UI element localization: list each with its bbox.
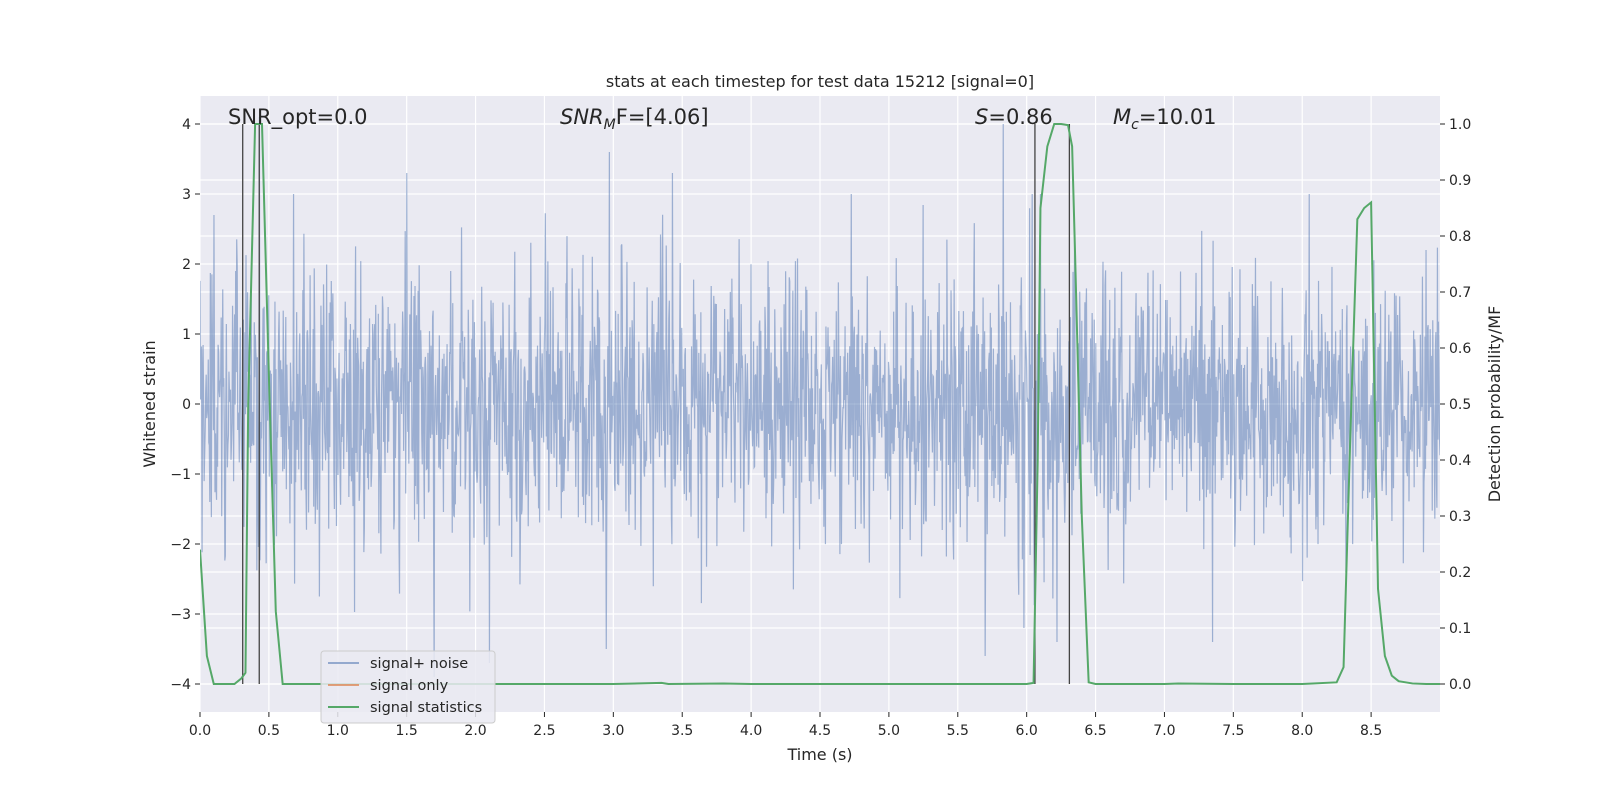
annotation-snr-mf: SNRMF=[4.06] xyxy=(560,105,709,133)
y-tick-label: 2 xyxy=(182,257,191,273)
x-tick-label: 4.0 xyxy=(740,723,762,739)
y-right-tick-label: 0.9 xyxy=(1449,173,1471,189)
y-tick-label: 0 xyxy=(182,397,191,413)
y-axis-right-ticks: 0.0 0.1 0.2 0.3 0.4 0.5 0.6 0.7 0.8 0.9 1.0 xyxy=(1440,117,1471,693)
legend-label-noise: signal+ noise xyxy=(370,656,468,672)
y-right-tick-label: 1.0 xyxy=(1449,117,1471,133)
x-tick-label: 3.5 xyxy=(671,723,693,739)
y-right-tick-label: 0.7 xyxy=(1449,285,1471,301)
y-axis-left-ticks: −4 −3 −2 −1 0 1 2 3 4 xyxy=(170,117,200,693)
y-tick-label: −3 xyxy=(170,607,191,623)
y-right-tick-label: 0.1 xyxy=(1449,621,1471,637)
y-tick-label: −4 xyxy=(170,677,191,693)
x-tick-label: 3.0 xyxy=(602,723,624,739)
x-tick-label: 1.5 xyxy=(396,723,418,739)
x-tick-label: 4.5 xyxy=(809,723,831,739)
y-tick-label: −2 xyxy=(170,537,191,553)
y-right-tick-label: 0.2 xyxy=(1449,565,1471,581)
statistics-series xyxy=(200,123,1440,686)
legend: signal+ noise signal only signal statist… xyxy=(320,650,496,724)
annotation-s: S=0.86 xyxy=(975,105,1053,129)
legend-label-statistics: signal statistics xyxy=(370,700,482,716)
y-tick-label: 1 xyxy=(182,327,191,343)
x-tick-label: 0.0 xyxy=(189,723,211,739)
x-tick-label: 2.0 xyxy=(464,723,486,739)
x-tick-label: 5.0 xyxy=(878,723,900,739)
y-tick-label: 3 xyxy=(182,187,191,203)
x-tick-label: 6.5 xyxy=(1084,723,1106,739)
x-tick-label: 8.0 xyxy=(1291,723,1313,739)
statistics-series-line xyxy=(200,123,1440,686)
x-tick-label: 8.5 xyxy=(1360,723,1382,739)
y-axis-right-label: Detection probability/MF xyxy=(1485,306,1504,503)
noise-series-line xyxy=(200,116,1440,678)
x-tick-label: 0.5 xyxy=(258,723,280,739)
annotation-snr-opt: SNR_opt=0.0 xyxy=(228,105,368,130)
noise-series xyxy=(200,116,1440,678)
x-tick-label: 5.5 xyxy=(947,723,969,739)
y-right-tick-label: 0.8 xyxy=(1449,229,1471,245)
chart-title: stats at each timestep for test data 152… xyxy=(606,72,1034,91)
x-tick-label: 2.5 xyxy=(533,723,555,739)
x-tick-label: 7.0 xyxy=(1153,723,1175,739)
y-right-tick-label: 0.3 xyxy=(1449,509,1471,525)
y-tick-label: −1 xyxy=(170,467,191,483)
y-right-tick-label: 0.6 xyxy=(1449,341,1471,357)
y-right-tick-label: 0.5 xyxy=(1449,397,1471,413)
x-tick-label: 7.5 xyxy=(1222,723,1244,739)
y-tick-label: 4 xyxy=(182,117,191,133)
y-axis-label: Whitened strain xyxy=(140,340,159,467)
x-axis-ticks: 0.0 0.5 1.0 1.5 2.0 2.5 3.0 3.5 4.0 4.5 5.0 5.5 6.0 6… xyxy=(189,712,1382,739)
annotation-mc: Mc=10.01 xyxy=(1113,105,1217,133)
x-tick-label: 6.0 xyxy=(1016,723,1038,739)
x-tick-label: 1.0 xyxy=(327,723,349,739)
x-axis-label: Time (s) xyxy=(786,745,852,764)
y-right-tick-label: 0.4 xyxy=(1449,453,1471,469)
y-right-tick-label: 0.0 xyxy=(1449,677,1471,693)
legend-label-signal: signal only xyxy=(370,678,449,694)
legend-box xyxy=(320,650,496,724)
